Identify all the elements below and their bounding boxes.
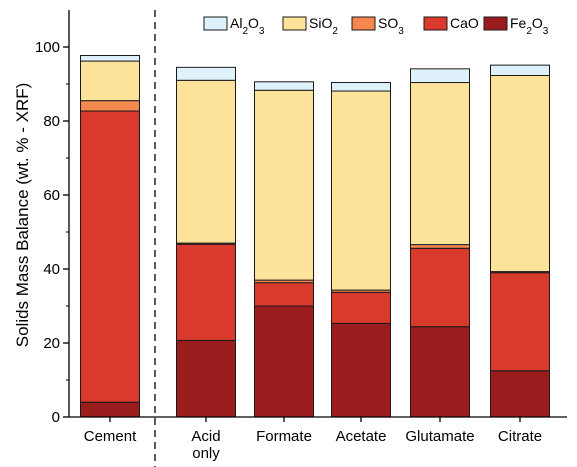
- bar-sio2-5: [490, 74, 550, 273]
- bar-al2o3-3: [331, 82, 391, 92]
- bar-cao-0: [80, 110, 140, 403]
- bar-fe2o3-4: [410, 326, 470, 418]
- legend-swatch-cao: [423, 16, 448, 31]
- x-tick-label-3-0: Acetate: [336, 428, 387, 445]
- bar-so3-4: [410, 244, 470, 249]
- x-tick-label-0-0: Cement: [84, 428, 137, 445]
- legend-swatch-sio2: [282, 16, 307, 31]
- bar-sio2-4: [410, 82, 470, 246]
- bar-sio2-0: [80, 60, 140, 102]
- bar-fe2o3-3: [331, 322, 391, 418]
- x-tick-label-1-0: Acid: [191, 428, 220, 445]
- y-tick-label-40: 40: [43, 261, 60, 278]
- y-axis-label: Solids Mass Balance (wt. % - XRF): [13, 83, 32, 348]
- bar-cao-2: [254, 282, 314, 307]
- bar-cao-3: [331, 291, 391, 324]
- x-tick-label-2-0: Formate: [256, 428, 312, 445]
- bar-fe2o3-1: [176, 339, 236, 418]
- bar-al2o3-4: [410, 68, 470, 84]
- plot-area: [80, 10, 550, 467]
- legend: Al2O3 SiO2 SO3 CaO Fe2O3: [203, 15, 549, 37]
- bar-al2o3-1: [176, 66, 236, 81]
- y-tick-label-100: 100: [35, 39, 60, 56]
- y-axis: 0 20 40 60 80 100: [35, 10, 70, 426]
- legend-label-sio2: SiO2: [309, 15, 338, 37]
- legend-label-cao: CaO: [450, 15, 479, 31]
- bar-cao-4: [410, 247, 470, 328]
- x-tick-label-5-0: Citrate: [498, 428, 542, 445]
- bar-fe2o3-0: [80, 401, 140, 418]
- y-tick-label-80: 80: [43, 113, 60, 130]
- bar-so3-0: [80, 100, 140, 112]
- bar-al2o3-0: [80, 55, 140, 62]
- bar-cao-5: [490, 272, 550, 372]
- x-tick-label-4-0: Glutamate: [405, 428, 474, 445]
- legend-label-so3: SO3: [378, 15, 404, 37]
- bar-al2o3-5: [490, 64, 550, 76]
- bar-sio2-2: [254, 89, 314, 281]
- legend-swatch-al2o3: [203, 16, 228, 31]
- x-tick-label-1-1: only: [192, 445, 220, 462]
- y-tick-label-20: 20: [43, 335, 60, 352]
- legend-swatch-fe2o3: [483, 16, 508, 31]
- bar-fe2o3-5: [490, 370, 550, 418]
- legend-swatch-so3: [351, 16, 376, 31]
- y-tick-label-0: 0: [52, 409, 60, 426]
- legend-label-fe2o3: Fe2O3: [510, 15, 549, 37]
- bar-cao-1: [176, 243, 236, 341]
- y-tick-label-60: 60: [43, 187, 60, 204]
- bar-fe2o3-2: [254, 305, 314, 418]
- bar-sio2-3: [331, 90, 391, 291]
- bar-al2o3-2: [254, 81, 314, 91]
- bar-sio2-1: [176, 79, 236, 244]
- legend-label-al2o3: Al2O3: [230, 15, 265, 37]
